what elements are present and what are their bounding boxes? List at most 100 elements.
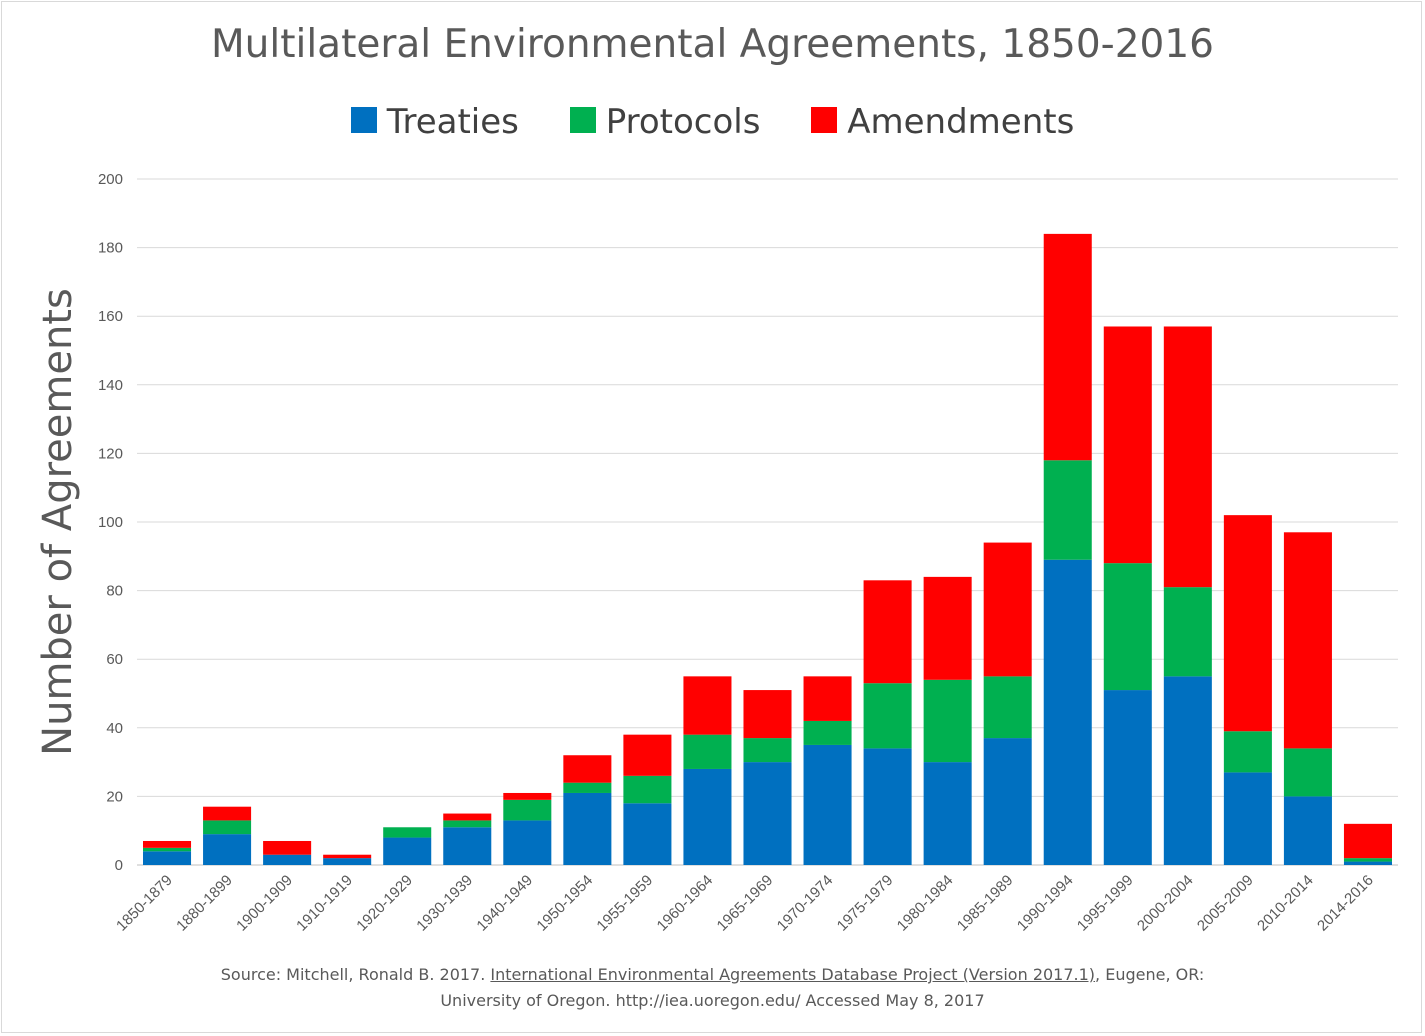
bar-protocols-2005-2009: [1223, 731, 1272, 773]
x-tick-label: 1980-1984: [894, 872, 957, 935]
bar-treaties-1955-1959: [623, 803, 672, 865]
y-tick-label: 0: [115, 857, 123, 874]
bar-protocols-1850-1879: [143, 847, 192, 852]
bar-treaties-1960-1964: [683, 768, 732, 865]
legend: Treaties Protocols Amendments: [0, 100, 1425, 142]
source-suffix: , Eugene, OR:: [1095, 965, 1205, 984]
bar-amendments-1970-1974: [803, 676, 852, 721]
x-tick-label: 1990-1994: [1014, 872, 1077, 935]
x-tick-label: 1975-1979: [834, 872, 897, 935]
bar-protocols-1920-1929: [383, 827, 432, 838]
bar-amendments-1995-1999: [1103, 326, 1152, 564]
bar-protocols-2010-2014: [1283, 748, 1332, 797]
bar-amendments-2010-2014: [1283, 532, 1332, 749]
bar-treaties-1920-1929: [383, 837, 432, 865]
legend-swatch-treaties: [350, 107, 377, 133]
x-tick-label: 1880-1899: [173, 872, 236, 935]
bar-protocols-1970-1974: [803, 720, 852, 745]
y-tick-label: 180: [98, 240, 123, 257]
bar-protocols-1950-1954: [563, 782, 612, 793]
x-tick-label: 2005-2009: [1194, 872, 1257, 935]
y-tick-labels: 0 20 40 60 80 100 120 140 160 180 200: [98, 171, 123, 874]
bar-treaties-2014-2016: [1343, 861, 1392, 865]
source-note: Source: Mitchell, Ronald B. 2017. Intern…: [0, 962, 1425, 1014]
bar-treaties-1900-1909: [263, 854, 312, 865]
bar-treaties-1950-1954: [563, 792, 612, 865]
bar-protocols-1960-1964: [683, 734, 732, 769]
x-tick-label: 2014-2016: [1314, 872, 1377, 935]
bar-protocols-1930-1939: [443, 820, 492, 828]
x-tick-label: 2000-2004: [1134, 872, 1197, 935]
x-tick-label: 1930-1939: [413, 872, 476, 935]
y-tick-label: 100: [98, 514, 123, 531]
bar-treaties-1995-1999: [1103, 690, 1152, 865]
bar-amendments-1980-1984: [923, 576, 972, 680]
x-tick-label: 1920-1929: [353, 872, 416, 935]
legend-label-protocols: Protocols: [605, 101, 761, 142]
bar-amendments-1910-1919: [323, 854, 372, 859]
bar-protocols-2000-2004: [1163, 587, 1212, 677]
bar-amendments-1955-1959: [623, 734, 672, 776]
bar-treaties-2000-2004: [1163, 676, 1212, 865]
x-tick-label: 1850-1879: [113, 872, 176, 935]
x-tick-label: 1900-1909: [233, 872, 296, 935]
bar-amendments-1930-1939: [443, 813, 492, 821]
x-tick-label: 1985-1989: [954, 872, 1017, 935]
y-tick-label: 20: [106, 788, 123, 805]
bar-treaties-2005-2009: [1223, 772, 1272, 865]
bar-treaties-1970-1974: [803, 744, 852, 865]
bar-amendments-1975-1979: [863, 580, 912, 684]
x-tick-label: 1955-1959: [593, 872, 656, 935]
x-tick-label: 1910-1919: [293, 872, 356, 935]
bar-amendments-2005-2009: [1223, 515, 1272, 732]
bar-protocols-1880-1899: [203, 820, 252, 835]
source-line-2: University of Oregon. http://iea.uoregon…: [440, 991, 985, 1010]
x-tick-label: 1965-1969: [714, 872, 777, 935]
legend-label-treaties: Treaties: [386, 101, 519, 142]
source-link[interactable]: International Environmental Agreements D…: [490, 965, 1096, 984]
x-tick-label: 1940-1949: [473, 872, 536, 935]
bar-amendments-1850-1879: [143, 840, 192, 848]
bar-amendments-1960-1964: [683, 676, 732, 735]
bar-amendments-1990-1994: [1043, 233, 1092, 461]
bar-treaties-1980-1984: [923, 762, 972, 865]
bar-amendments-1950-1954: [563, 755, 612, 783]
source-prefix: Source: Mitchell, Ronald B. 2017.: [220, 965, 491, 984]
bar-treaties-1940-1949: [503, 820, 552, 865]
bar-protocols-1990-1994: [1043, 460, 1092, 560]
bar-protocols-1940-1949: [503, 799, 552, 821]
bars: [143, 233, 1392, 865]
bar-amendments-1880-1899: [203, 806, 252, 821]
legend-swatch-protocols: [569, 107, 596, 133]
y-tick-label: 120: [98, 445, 123, 462]
bar-amendments-1965-1969: [743, 690, 792, 739]
bar-amendments-1900-1909: [263, 840, 312, 855]
bar-protocols-2014-2016: [1343, 858, 1392, 862]
bar-protocols-1975-1979: [863, 683, 912, 749]
bar-treaties-2010-2014: [1283, 796, 1332, 865]
x-tick-label: 1960-1964: [654, 872, 717, 935]
chart-title: Multilateral Environmental Agreements, 1…: [211, 22, 1214, 67]
x-tick-label: 1995-1999: [1074, 872, 1137, 935]
bar-protocols-1965-1969: [743, 738, 792, 763]
bar-amendments-1940-1949: [503, 792, 552, 800]
bar-treaties-1975-1979: [863, 748, 912, 865]
bar-protocols-1985-1989: [983, 676, 1032, 739]
y-tick-label: 80: [106, 583, 123, 600]
bar-amendments-2014-2016: [1343, 823, 1392, 859]
bar-protocols-1995-1999: [1103, 563, 1152, 691]
source-line-1: Source: Mitchell, Ronald B. 2017. Intern…: [0, 962, 1425, 988]
legend-swatch-amendments: [811, 107, 838, 133]
bar-treaties-1880-1899: [203, 834, 252, 865]
y-tick-label: 60: [106, 651, 123, 668]
legend-item-protocols: Protocols: [569, 101, 761, 142]
bar-treaties-1965-1969: [743, 762, 792, 865]
legend-label-amendments: Amendments: [847, 101, 1075, 142]
x-tick-label: 1970-1974: [774, 872, 837, 935]
y-tick-label: 160: [98, 308, 123, 325]
bar-protocols-1980-1984: [923, 679, 972, 763]
bar-treaties-1930-1939: [443, 827, 492, 865]
y-tick-label: 140: [98, 377, 123, 394]
